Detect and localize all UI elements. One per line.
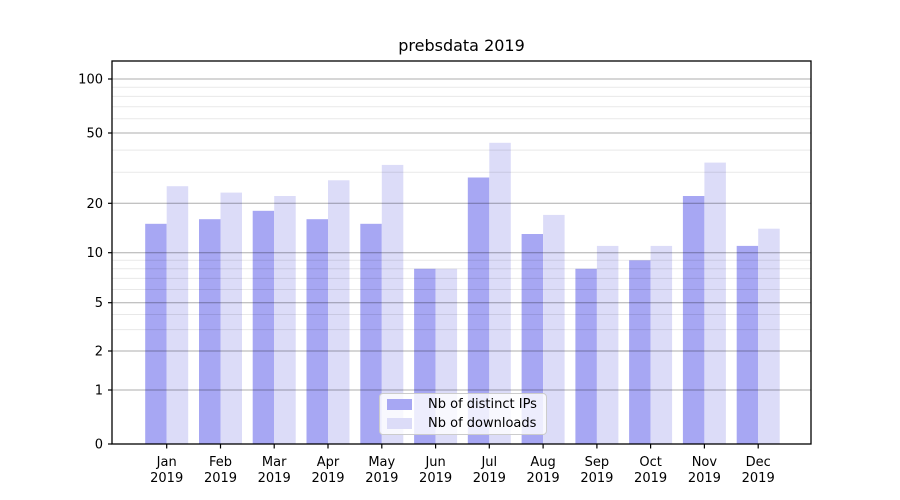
x-tick-label-month: Feb xyxy=(209,455,232,470)
y-tick-label: 5 xyxy=(95,296,103,311)
bar-jan-distinct-ips xyxy=(145,223,167,444)
y-tick-label: 50 xyxy=(86,127,103,142)
x-tick-label-month: Jun xyxy=(424,455,445,470)
bar-may-downloads xyxy=(381,164,404,444)
y-tick-label: 100 xyxy=(78,73,103,88)
x-tick-label-year: 2019 xyxy=(150,471,183,486)
x-tick-label-year: 2019 xyxy=(580,471,613,486)
x-tick-label-month: Apr xyxy=(317,455,340,470)
bar-oct-downloads xyxy=(650,245,673,444)
legend-item-downloads: Nb of downloads xyxy=(380,415,546,431)
x-tick-label-month: Nov xyxy=(692,455,718,470)
bar-jan-downloads xyxy=(166,186,189,444)
bar-sep-distinct-ips xyxy=(575,268,597,444)
x-tick-label-year: 2019 xyxy=(527,471,560,486)
bar-mar-downloads xyxy=(274,196,296,444)
y-tick-label: 10 xyxy=(86,246,103,261)
downloads-swatch xyxy=(387,417,412,429)
x-tick-label-month: Aug xyxy=(530,455,555,470)
x-tick-label-month: Dec xyxy=(746,455,771,470)
x-tick-label-year: 2019 xyxy=(204,471,237,486)
x-tick-label-month: Jan xyxy=(156,455,177,470)
x-tick-label-year: 2019 xyxy=(419,471,452,486)
y-tick-label: 20 xyxy=(86,197,103,212)
bar-aug-distinct-ips xyxy=(521,234,544,444)
y-tick-label: 2 xyxy=(95,345,103,360)
x-tick-label-year: 2019 xyxy=(473,471,506,486)
distinct-ips-swatch xyxy=(387,399,412,411)
y-tick-label: 1 xyxy=(95,384,103,399)
bar-oct-distinct-ips xyxy=(629,260,651,444)
bar-apr-downloads xyxy=(328,180,350,445)
bar-nov-downloads xyxy=(704,162,726,444)
x-tick-label-month: Oct xyxy=(639,455,661,470)
bar-mar-distinct-ips xyxy=(252,210,275,444)
x-tick-label-year: 2019 xyxy=(258,471,291,486)
bar-jul-distinct-ips xyxy=(467,177,490,444)
chart-title: prebsdata 2019 xyxy=(398,36,525,55)
x-tick-label-month: May xyxy=(368,455,395,470)
x-tick-label-year: 2019 xyxy=(365,471,398,486)
legend-label-downloads: Nb of downloads xyxy=(428,415,537,431)
bar-feb-distinct-ips xyxy=(199,219,221,444)
x-tick-label-year: 2019 xyxy=(688,471,721,486)
x-tick-label-month: Jul xyxy=(480,455,497,470)
x-tick-label-month: Sep xyxy=(585,455,610,470)
bar-sep-downloads xyxy=(596,245,619,444)
legend-label-distinct-ips: Nb of distinct IPs xyxy=(428,397,537,413)
x-tick-label-year: 2019 xyxy=(634,471,667,486)
bar-feb-downloads xyxy=(220,192,242,444)
y-tick-label: 0 xyxy=(95,438,103,453)
bar-may-distinct-ips xyxy=(360,223,382,444)
bar-dec-distinct-ips xyxy=(736,245,759,444)
bar-nov-distinct-ips xyxy=(682,196,705,444)
legend: Nb of distinct IPs Nb of downloads xyxy=(379,393,547,435)
x-tick-label-month: Mar xyxy=(262,455,287,470)
x-tick-label-year: 2019 xyxy=(742,471,775,486)
x-tick-label-year: 2019 xyxy=(311,471,344,486)
legend-item-distinct-ips: Nb of distinct IPs xyxy=(380,397,546,413)
bar-jul-downloads xyxy=(489,142,511,445)
bar-aug-downloads xyxy=(543,214,565,444)
bar-dec-downloads xyxy=(758,228,780,444)
bar-apr-distinct-ips xyxy=(306,219,328,444)
